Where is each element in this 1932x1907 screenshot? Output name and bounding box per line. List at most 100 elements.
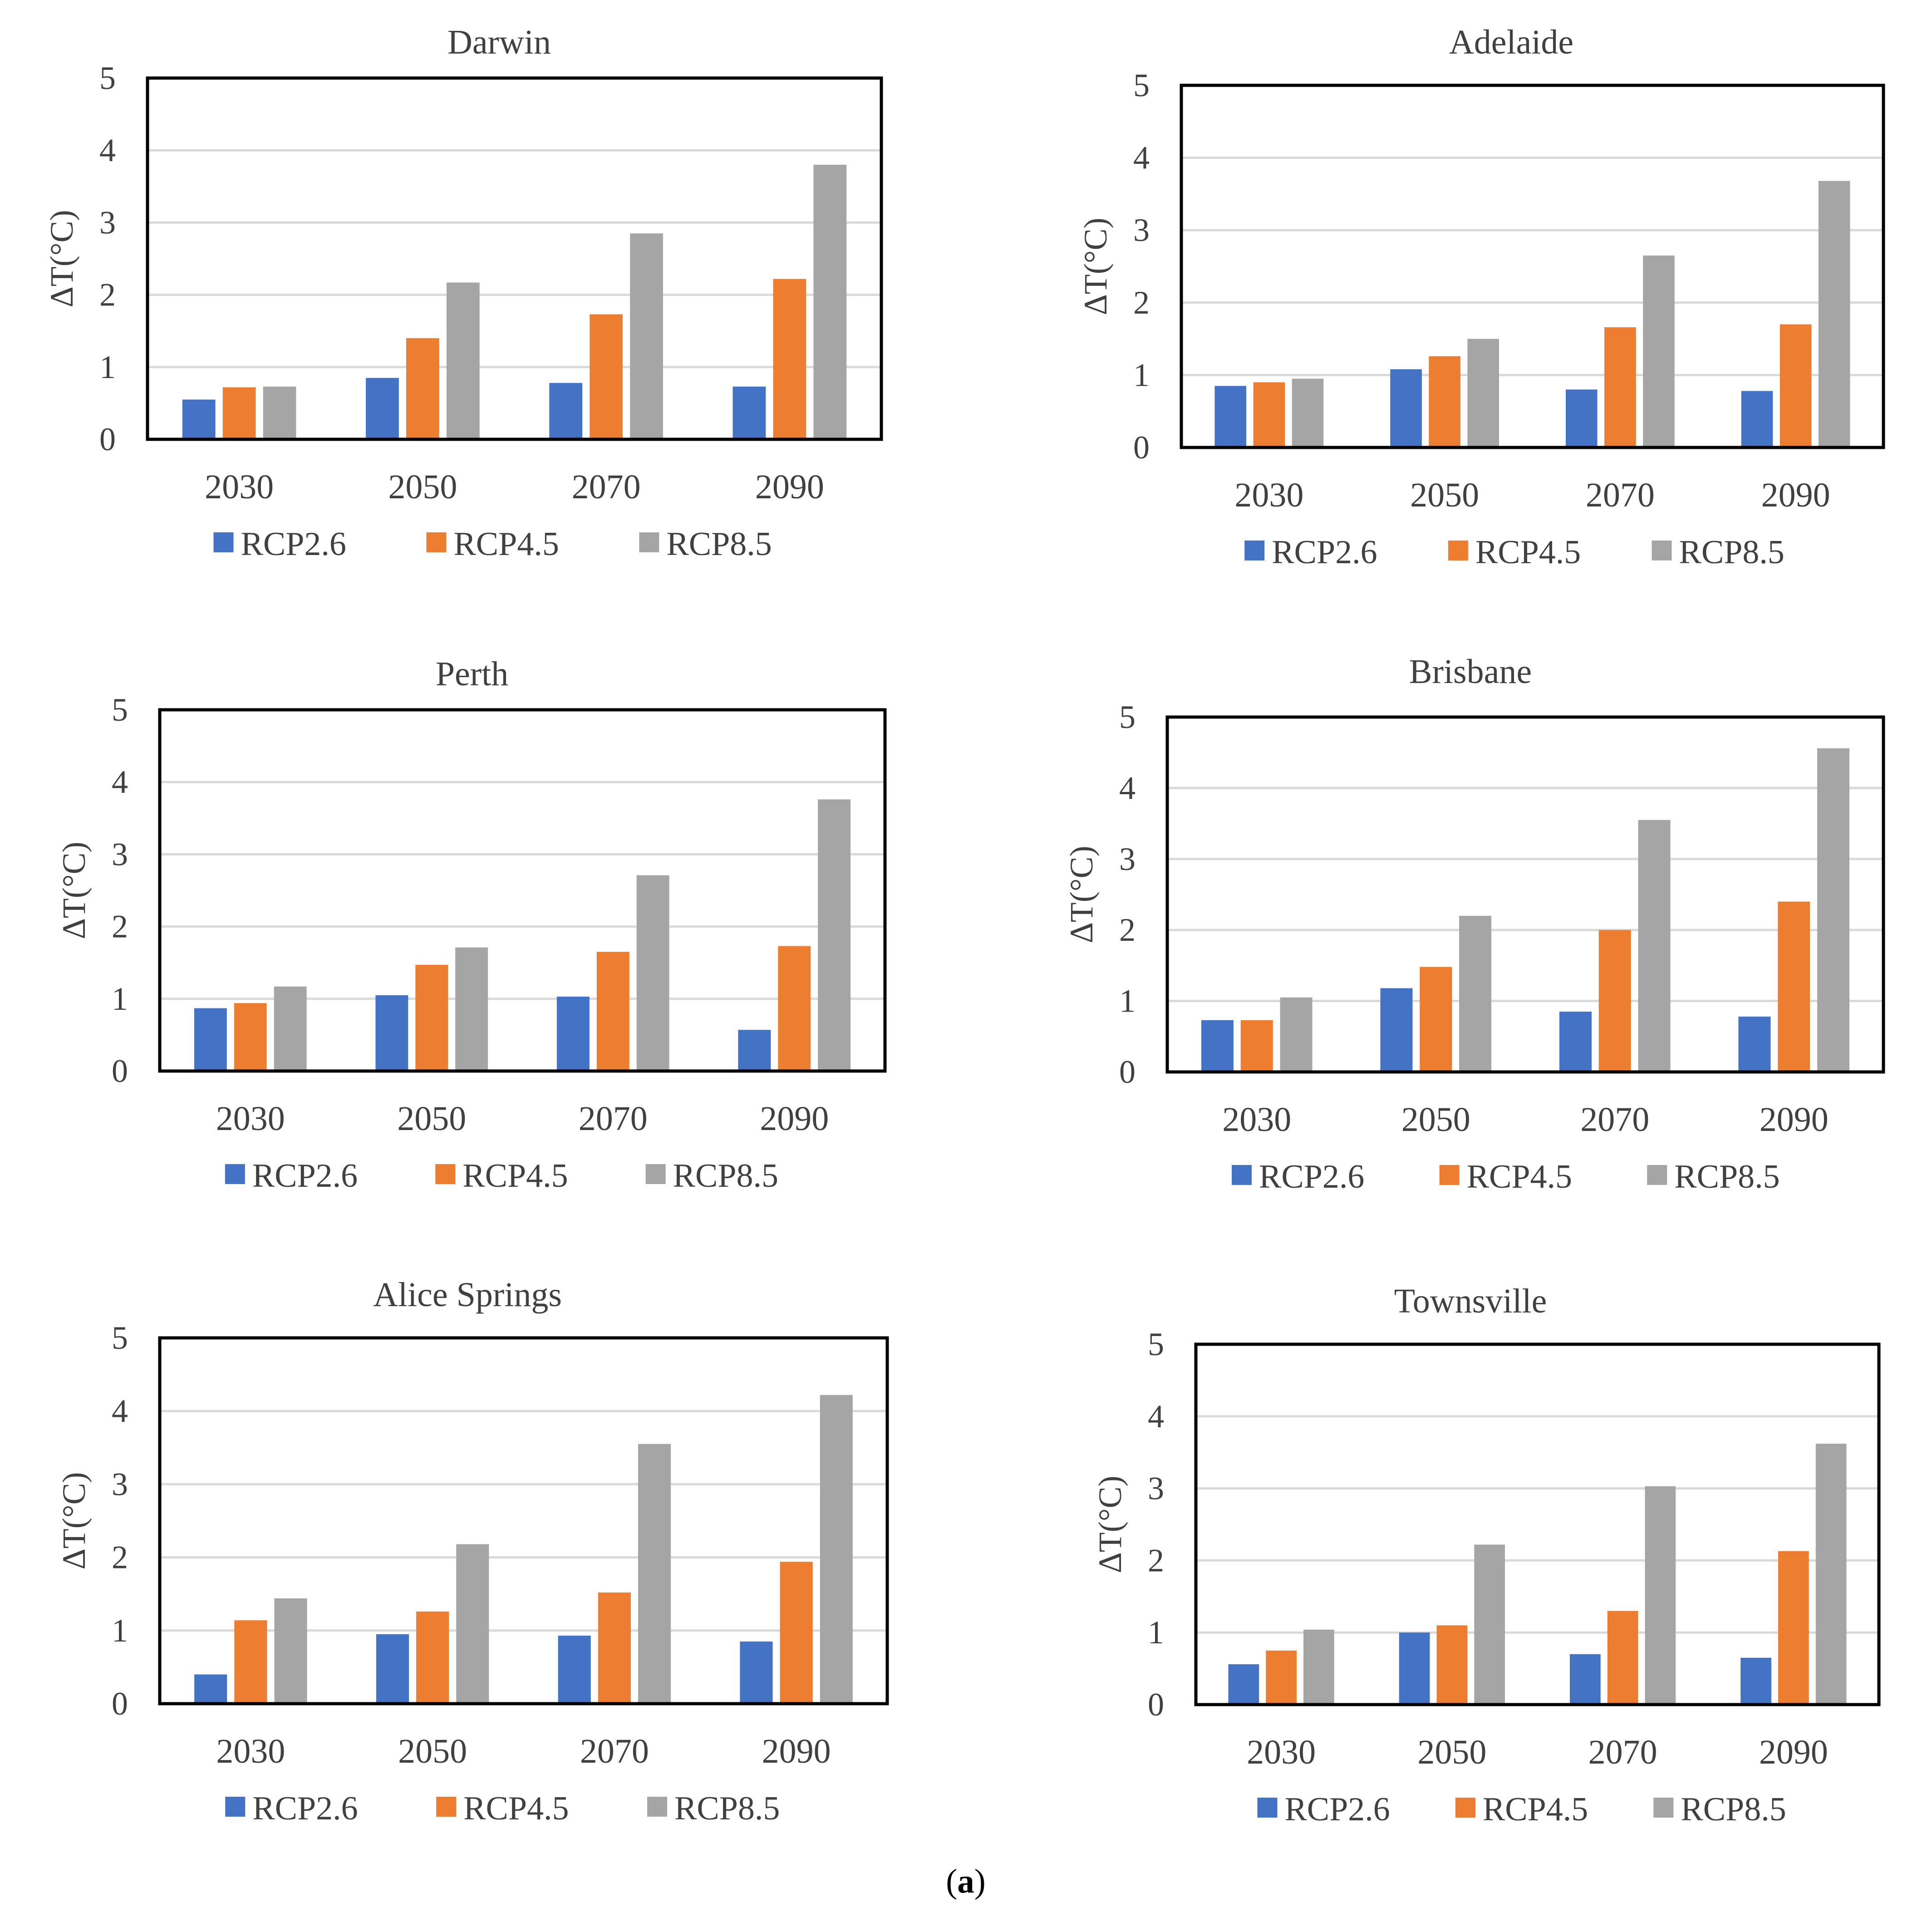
x-tick-label: 2070 <box>1580 1101 1649 1139</box>
legend-label: RCP8.5 <box>1674 1158 1780 1195</box>
x-tick-label: 2090 <box>760 1100 829 1138</box>
bar <box>194 1008 227 1071</box>
bar <box>1817 748 1850 1072</box>
bar <box>1741 391 1773 447</box>
bar <box>222 387 256 439</box>
bar <box>778 946 811 1071</box>
legend-label: RCP2.6 <box>252 1790 358 1827</box>
plot-frame <box>158 708 887 1073</box>
y-tick-label: 5 <box>112 692 128 728</box>
legend-swatch <box>436 1797 457 1817</box>
bar <box>1818 181 1850 447</box>
bar <box>416 1611 449 1704</box>
y-tick-label: 4 <box>112 764 128 800</box>
y-axis-label: ΔT(°C) <box>44 210 80 307</box>
x-tick-label: 2090 <box>1760 1101 1829 1139</box>
bar <box>1565 389 1598 447</box>
bar <box>1607 1611 1638 1705</box>
bar <box>234 1620 267 1704</box>
bar <box>1380 988 1413 1072</box>
caption-letter: a <box>957 1863 974 1900</box>
figure-caption: (a) <box>946 1863 985 1900</box>
legend-swatch <box>435 1164 456 1184</box>
chart-panel: Townsville 0 1 2 3 4 5 ΔT(°C) 2030 2050 2070 2090 RC… <box>1092 1282 1881 1828</box>
legend-label: RCP4.5 <box>1483 1791 1588 1828</box>
y-tick-label: 0 <box>112 1686 128 1722</box>
y-tick-label: 0 <box>112 1053 128 1089</box>
y-tick-label: 0 <box>1133 429 1150 466</box>
plot-frame <box>158 1336 889 1705</box>
bar <box>1240 1020 1273 1072</box>
legend-label: RCP4.5 <box>1467 1158 1572 1195</box>
bar <box>1429 356 1460 447</box>
legend-swatch <box>639 532 659 552</box>
x-tick-label: 2050 <box>397 1100 466 1138</box>
x-tick-label: 2030 <box>1234 476 1303 514</box>
chart-panel: Alice Springs 0 1 2 3 4 5 ΔT(°C) 2030 2050 2070 209… <box>56 1276 889 1827</box>
chart-panel: Darwin 0 1 2 3 4 5 ΔT(°C) 2030 2050 2070 2090 RCP2.6… <box>44 23 883 563</box>
y-tick-label: 4 <box>1119 770 1136 806</box>
y-tick-label: 3 <box>99 204 116 241</box>
caption-open-paren: ( <box>946 1863 957 1900</box>
bar <box>234 1003 267 1071</box>
bar <box>780 1562 813 1704</box>
bar <box>1604 327 1636 447</box>
x-tick-label: 2090 <box>1759 1733 1828 1771</box>
legend-label: RCP2.6 <box>1284 1791 1390 1828</box>
y-axis-label: ΔT(°C) <box>1063 845 1100 943</box>
legend-swatch <box>1653 1798 1674 1818</box>
x-tick-label: 2030 <box>1247 1733 1316 1771</box>
bar <box>1420 967 1452 1072</box>
x-tick-label: 2090 <box>755 468 824 506</box>
chart-title: Townsville <box>1394 1282 1547 1320</box>
bar <box>263 386 296 439</box>
bar <box>813 165 847 439</box>
legend-label: RCP2.6 <box>241 526 346 563</box>
legend-label: RCP2.6 <box>1259 1158 1364 1195</box>
y-tick-label: 0 <box>99 421 116 457</box>
bar <box>1253 382 1285 447</box>
legend-swatch <box>213 532 234 552</box>
legend-swatch <box>1257 1798 1278 1818</box>
legend-swatch <box>1439 1165 1460 1185</box>
legend-swatch <box>1652 541 1672 560</box>
bar <box>1214 386 1247 447</box>
y-tick-label: 0 <box>1119 1054 1136 1090</box>
legend-label: RCP8.5 <box>1679 534 1784 571</box>
x-tick-label: 2030 <box>1222 1101 1291 1139</box>
legend-swatch <box>647 1797 668 1817</box>
legend-label: RCP8.5 <box>666 526 772 563</box>
bar <box>556 997 590 1071</box>
y-tick-label: 3 <box>1148 1470 1164 1507</box>
bar <box>558 1636 591 1704</box>
bar <box>1645 1486 1676 1705</box>
bar <box>446 282 480 439</box>
y-axis-label: ΔT(°C) <box>56 841 92 939</box>
bar <box>1303 1629 1334 1705</box>
y-tick-label: 5 <box>112 1320 128 1356</box>
bar <box>375 995 408 1071</box>
x-tick-label: 2030 <box>216 1732 285 1770</box>
plot-frame <box>1180 84 1885 449</box>
chart-panel: Perth 0 1 2 3 4 5 ΔT(°C) 2030 2050 2070 2090 RCP2.6 R… <box>56 655 887 1194</box>
bar <box>738 1030 771 1071</box>
plot-frame <box>1165 715 1885 1074</box>
bar <box>366 378 399 439</box>
legend-swatch <box>645 1164 666 1184</box>
y-tick-label: 3 <box>1119 841 1136 877</box>
legend-label: RCP8.5 <box>673 1157 778 1194</box>
x-tick-label: 2070 <box>579 1100 648 1138</box>
bar <box>376 1634 409 1704</box>
y-tick-label: 3 <box>1133 212 1150 248</box>
x-tick-label: 2070 <box>1588 1733 1657 1771</box>
x-tick-label: 2050 <box>1417 1733 1486 1771</box>
bar <box>1738 1017 1771 1072</box>
chart-title: Perth <box>436 655 508 693</box>
bar <box>549 383 583 439</box>
caption-close-paren: ) <box>974 1863 986 1900</box>
y-tick-label: 1 <box>1133 357 1150 393</box>
y-tick-label: 5 <box>1119 699 1136 735</box>
x-tick-label: 2030 <box>216 1100 285 1138</box>
y-axis-label: ΔT(°C) <box>1092 1475 1128 1573</box>
bar <box>455 947 488 1071</box>
